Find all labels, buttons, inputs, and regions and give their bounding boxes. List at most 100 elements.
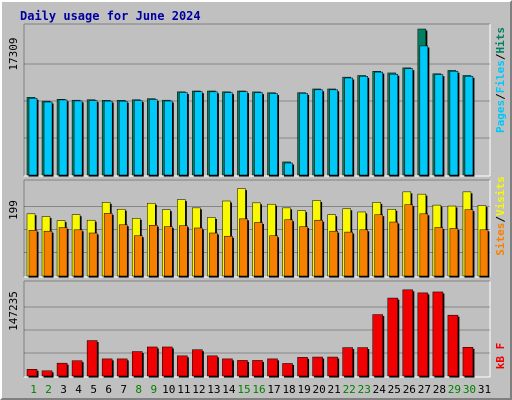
bar-sites-day-5 <box>88 232 98 277</box>
bar-sites-day-25 <box>389 221 399 277</box>
x-tick-day-15: 15 <box>237 383 250 396</box>
x-tick-labels: 1 2 3 4 5 6 7 8 9 10 11 12 13 14 15 16 17 18 19 20 21 22 23 24 2… <box>30 383 491 396</box>
bar-kbytes-day-6 <box>101 358 113 377</box>
y-max-label: 17309 <box>7 37 20 70</box>
bar-files-day-8 <box>133 100 143 176</box>
bar-files-day-30 <box>464 76 474 176</box>
x-tick-day-30: 30 <box>463 383 476 396</box>
bar-sites-day-14 <box>224 235 233 277</box>
side-label-sites-visits-separator: / <box>494 216 507 223</box>
x-tick-day-7: 7 <box>120 383 127 396</box>
bar-sites-day-8 <box>133 235 143 277</box>
bar-kbytes-day-22 <box>342 347 353 377</box>
x-tick-day-6: 6 <box>105 383 112 396</box>
bar-files-day-4 <box>73 100 83 176</box>
bar-kbytes-day-8 <box>131 351 143 377</box>
bar-files-day-16 <box>254 92 263 176</box>
bar-files-day-14 <box>224 92 233 176</box>
side-label-sites-visits-part-visits: Visits <box>494 176 507 216</box>
bar-sites-day-9 <box>149 224 158 277</box>
bar-kbytes-day-1 <box>26 369 38 377</box>
bar-files-day-23 <box>359 76 368 176</box>
bar-files-day-2 <box>43 101 53 176</box>
chart-title: Daily usage for June 2024 <box>20 9 201 23</box>
bar-files-day-13 <box>209 91 218 176</box>
bar-sites-day-28 <box>434 227 444 277</box>
bar-files-day-29 <box>449 71 459 176</box>
x-tick-day-3: 3 <box>60 383 67 396</box>
bar-sites-day-2 <box>43 230 53 277</box>
x-tick-day-13: 13 <box>207 383 220 396</box>
x-tick-day-2: 2 <box>45 383 52 396</box>
bar-files-day-26 <box>404 68 414 176</box>
x-tick-day-8: 8 <box>135 383 142 396</box>
x-tick-day-28: 28 <box>433 383 446 396</box>
bar-sites-day-24 <box>374 214 383 277</box>
side-label-pages-files-hits-part-files: Files <box>494 60 507 93</box>
x-tick-day-20: 20 <box>313 383 326 396</box>
x-tick-day-23: 23 <box>358 383 371 396</box>
bar-files-day-15 <box>239 91 248 176</box>
bar-files-day-12 <box>194 91 203 176</box>
bar-sites-day-16 <box>254 222 263 277</box>
bar-kbytes-day-26 <box>402 289 414 377</box>
bar-sites-day-19 <box>299 226 308 277</box>
bar-sites-day-3 <box>58 227 68 277</box>
x-tick-day-4: 4 <box>75 383 82 396</box>
x-tick-day-19: 19 <box>297 383 310 396</box>
bar-files-day-9 <box>149 99 158 176</box>
x-tick-day-31: 31 <box>478 383 491 396</box>
side-label-pages-files-hits-separator: / <box>494 93 507 100</box>
side-label-pages-files-hits-separator: / <box>494 53 507 60</box>
bar-kbytes-day-15 <box>237 360 248 377</box>
bar-kbytes-day-16 <box>252 360 263 377</box>
bar-kbytes-day-2 <box>41 370 53 377</box>
bar-sites-day-1 <box>28 230 38 277</box>
bar-files-day-5 <box>88 100 98 176</box>
bar-sites-day-31 <box>479 229 489 277</box>
bar-kbytes-day-7 <box>116 358 128 377</box>
bar-kbytes-day-10 <box>162 346 173 377</box>
bar-files-day-21 <box>329 89 338 176</box>
x-tick-day-17: 17 <box>267 383 280 396</box>
bar-sites-day-20 <box>314 219 323 277</box>
side-label-kbytes-part-kb-f: kB F <box>494 343 507 370</box>
bar-kbytes-day-5 <box>86 340 98 377</box>
x-tick-day-1: 1 <box>30 383 37 396</box>
y-max-label: 147235 <box>7 291 20 331</box>
x-tick-day-16: 16 <box>252 383 265 396</box>
bar-kbytes-day-9 <box>147 346 158 377</box>
bar-kbytes-day-3 <box>56 362 68 377</box>
bar-sites-day-18 <box>284 219 293 277</box>
bar-files-day-22 <box>344 77 353 176</box>
bar-kbytes-day-18 <box>282 363 293 377</box>
side-label-pages-files-hits-part-hits: Hits <box>494 27 507 54</box>
bar-sites-day-10 <box>164 226 173 277</box>
bar-sites-day-12 <box>194 227 203 277</box>
bar-kbytes-day-4 <box>71 360 83 377</box>
bar-files-day-17 <box>269 93 278 176</box>
bar-sites-day-11 <box>179 225 188 277</box>
bar-sites-day-21 <box>329 230 338 277</box>
x-tick-day-27: 27 <box>418 383 431 396</box>
bar-kbytes-day-19 <box>297 357 308 377</box>
x-tick-day-9: 9 <box>150 383 157 396</box>
bar-kbytes-day-30 <box>462 347 474 377</box>
bar-kbytes-day-23 <box>357 347 368 377</box>
bar-sites-day-15 <box>239 218 248 277</box>
side-label-sites-visits: Sites/Visits <box>494 176 507 256</box>
chart-panels: 17309 199 147235 <box>7 23 491 378</box>
x-tick-day-11: 11 <box>177 383 190 396</box>
bar-kbytes-day-13 <box>207 355 218 377</box>
bar-files-day-6 <box>103 100 113 176</box>
bar-sites-day-6 <box>103 213 113 277</box>
side-label-kbytes: kB F <box>494 343 507 370</box>
bar-kbytes-day-29 <box>447 314 459 377</box>
bar-files-day-11 <box>179 92 188 176</box>
bar-sites-day-27 <box>419 213 429 277</box>
bar-sites-day-17 <box>269 235 278 277</box>
bar-sites-day-26 <box>404 204 414 277</box>
bar-files-day-3 <box>58 99 68 176</box>
